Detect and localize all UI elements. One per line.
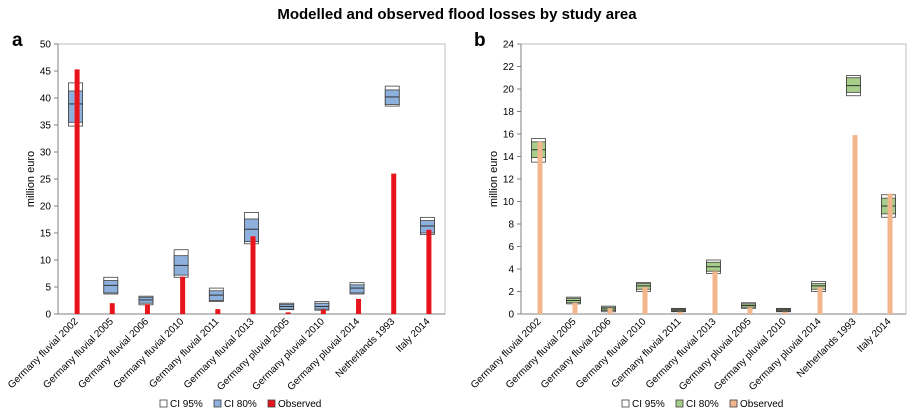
y-tick-label: 35 xyxy=(40,121,52,132)
legend-swatch-ci80 xyxy=(213,399,222,408)
observed-bar xyxy=(782,311,788,314)
ci80-box xyxy=(103,280,119,294)
legend-label-observed: Observed xyxy=(740,399,783,410)
y-tick-label: 12 xyxy=(503,175,515,186)
y-tick-label: 0 xyxy=(45,310,51,321)
legend-swatch-ci95 xyxy=(159,399,168,408)
panel-b-label: b xyxy=(474,30,486,51)
observed-bar xyxy=(747,307,753,314)
observed-bar xyxy=(426,229,432,314)
observed-bar xyxy=(607,308,613,314)
observed-bar xyxy=(144,304,150,314)
y-tick-label: 24 xyxy=(503,40,515,51)
ci80-box xyxy=(208,290,224,301)
y-tick-label: 5 xyxy=(45,283,51,294)
y-tick-label: 50 xyxy=(40,40,52,51)
observed-bar xyxy=(887,193,893,314)
x-tick-label: Italy 2014 xyxy=(855,316,894,355)
observed-bar xyxy=(712,271,718,314)
y-tick-label: 10 xyxy=(503,197,515,208)
y-tick-label: 10 xyxy=(40,256,52,267)
x-tick-label: Netherlands 1993 xyxy=(795,316,859,380)
y-tick-label: 40 xyxy=(40,94,52,105)
y-tick-label: 15 xyxy=(40,229,52,240)
legend-label-ci95: CI 95% xyxy=(632,399,665,410)
y-tick-label: 6 xyxy=(508,242,514,253)
observed-bar xyxy=(356,298,362,314)
y-tick-label: 8 xyxy=(508,220,514,231)
observed-bar xyxy=(572,302,578,314)
observed-bar xyxy=(677,311,683,314)
y-tick-label: 2 xyxy=(508,287,514,298)
observed-bar xyxy=(817,287,823,314)
observed-bar xyxy=(320,309,326,314)
y-tick-label: 20 xyxy=(40,202,52,213)
observed-bar xyxy=(250,236,256,314)
y-tick-label: 22 xyxy=(503,62,515,73)
ci80-box xyxy=(349,284,365,294)
observed-bar xyxy=(180,276,186,314)
legend-label-ci95: CI 95% xyxy=(170,399,203,410)
observed-bar xyxy=(642,287,648,314)
legend-label-observed: Observed xyxy=(278,399,321,410)
observed-bar xyxy=(215,309,221,314)
legend-swatch-observed xyxy=(729,399,738,408)
legend-swatch-observed xyxy=(267,399,276,408)
y-tick-label: 30 xyxy=(40,148,52,159)
panel-a-label: a xyxy=(12,30,23,51)
legend-swatch-ci95 xyxy=(621,399,630,408)
y-axis-title: million euro xyxy=(25,151,37,207)
legend-label-ci80: CI 80% xyxy=(686,399,719,410)
y-axis-title: million euro xyxy=(488,151,500,207)
observed-bar xyxy=(537,141,543,314)
observed-bar xyxy=(285,312,291,314)
y-tick-label: 18 xyxy=(503,107,515,118)
y-tick-label: 0 xyxy=(508,310,514,321)
observed-bar xyxy=(109,303,115,314)
y-tick-label: 20 xyxy=(503,85,515,96)
observed-bar xyxy=(74,69,80,314)
legend-swatch-ci80 xyxy=(675,399,684,408)
observed-bar xyxy=(852,135,858,314)
ci80-box xyxy=(846,77,861,93)
observed-bar xyxy=(391,173,397,314)
chart-title: Modelled and observed flood losses by st… xyxy=(277,6,637,23)
y-tick-label: 25 xyxy=(40,175,52,186)
y-tick-label: 45 xyxy=(40,67,52,78)
y-tick-label: 16 xyxy=(503,130,515,141)
legend-label-ci80: CI 80% xyxy=(224,399,257,410)
x-tick-label: Netherlands 1993 xyxy=(334,316,398,380)
y-tick-label: 14 xyxy=(503,152,515,163)
y-tick-label: 4 xyxy=(508,265,514,276)
x-tick-label: Italy 2014 xyxy=(394,316,433,355)
